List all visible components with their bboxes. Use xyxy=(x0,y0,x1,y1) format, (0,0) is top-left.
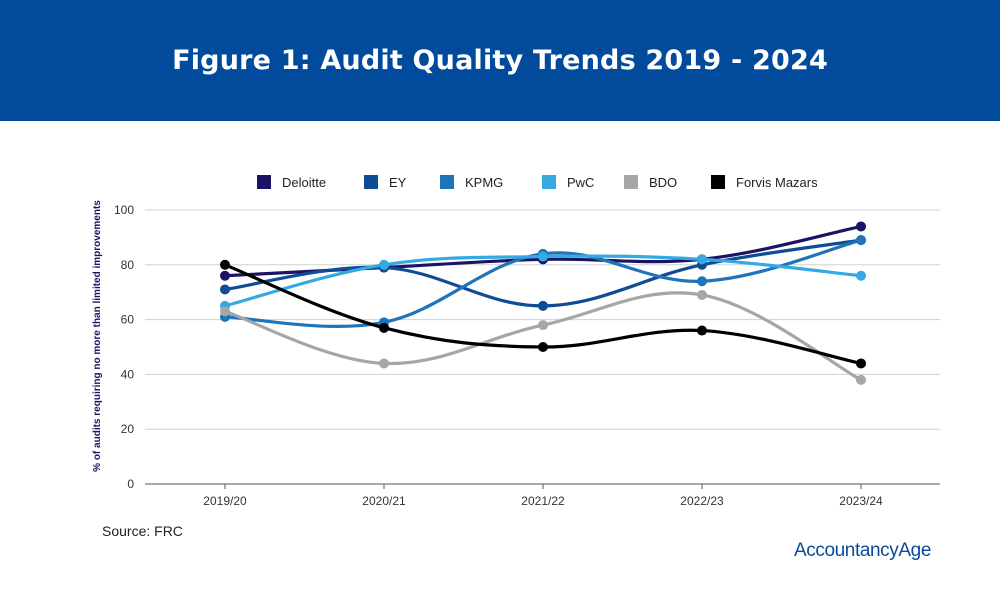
title-banner: Figure 1: Audit Quality Trends 2019 - 20… xyxy=(0,0,1000,121)
y-tick-label: 60 xyxy=(121,313,135,327)
legend-swatch xyxy=(440,175,454,189)
brand-logo: AccountancyAge xyxy=(794,540,931,561)
chart-title: Figure 1: Audit Quality Trends 2019 - 20… xyxy=(172,45,828,76)
source-note: Source: FRC xyxy=(102,523,183,539)
axes: 0 20 40 60 80 100 2019/20 2020/21 2021/22 2022/23… xyxy=(92,200,940,508)
legend-label: Deloitte xyxy=(282,175,326,190)
legend-label: EY xyxy=(389,175,407,190)
data-point-pwc xyxy=(697,254,707,265)
x-tick-label: 2022/23 xyxy=(680,494,724,508)
data-point-deloitte xyxy=(856,221,866,232)
data-point-bdo xyxy=(538,320,548,331)
x-tick-label: 2023/24 xyxy=(839,494,883,508)
legend-swatch xyxy=(711,175,725,189)
data-point-forvis-mazars xyxy=(697,325,707,336)
y-tick-label: 20 xyxy=(121,422,135,436)
data-point-forvis-mazars xyxy=(538,342,548,352)
legend-swatch xyxy=(542,175,556,189)
legend-label: PwC xyxy=(567,175,594,190)
data-point-kpmg xyxy=(856,235,866,246)
x-tick-label: 2021/22 xyxy=(521,494,565,508)
data-point-pwc xyxy=(379,259,389,270)
legend: Deloitte EY KPMG PwC BDO Forvis Mazars xyxy=(257,175,818,190)
legend-label: BDO xyxy=(649,175,677,190)
y-tick-label: 40 xyxy=(121,367,135,381)
legend-swatch xyxy=(257,175,271,189)
data-point-ey xyxy=(538,300,548,311)
data-point-bdo xyxy=(697,289,707,300)
data-point-bdo xyxy=(856,374,866,385)
y-tick-label: 100 xyxy=(114,203,134,217)
data-point-bdo xyxy=(379,358,389,369)
line-chart: Deloitte EY KPMG PwC BDO Forvis Mazars 0 20 40 6… xyxy=(92,175,940,508)
legend-swatch xyxy=(624,175,638,189)
y-axis-label: % of audits requiring no more than limit… xyxy=(92,200,103,472)
gridlines xyxy=(145,209,940,430)
data-point-forvis-mazars xyxy=(220,259,230,270)
data-point-forvis-mazars xyxy=(856,358,866,369)
data-points xyxy=(220,221,866,385)
data-point-deloitte xyxy=(220,270,230,281)
data-point-ey xyxy=(220,284,230,295)
legend-label: Forvis Mazars xyxy=(736,175,818,190)
data-point-kpmg xyxy=(697,276,707,287)
data-point-bdo xyxy=(220,306,230,317)
legend-label: KPMG xyxy=(465,175,503,190)
legend-swatch xyxy=(364,175,378,189)
x-tick-label: 2019/20 xyxy=(203,494,247,508)
data-point-pwc xyxy=(538,251,548,262)
y-tick-label: 80 xyxy=(121,258,135,272)
data-point-pwc xyxy=(856,270,866,281)
x-tick-label: 2020/21 xyxy=(362,494,406,508)
data-point-forvis-mazars xyxy=(379,322,389,333)
y-tick-label: 0 xyxy=(127,477,134,491)
